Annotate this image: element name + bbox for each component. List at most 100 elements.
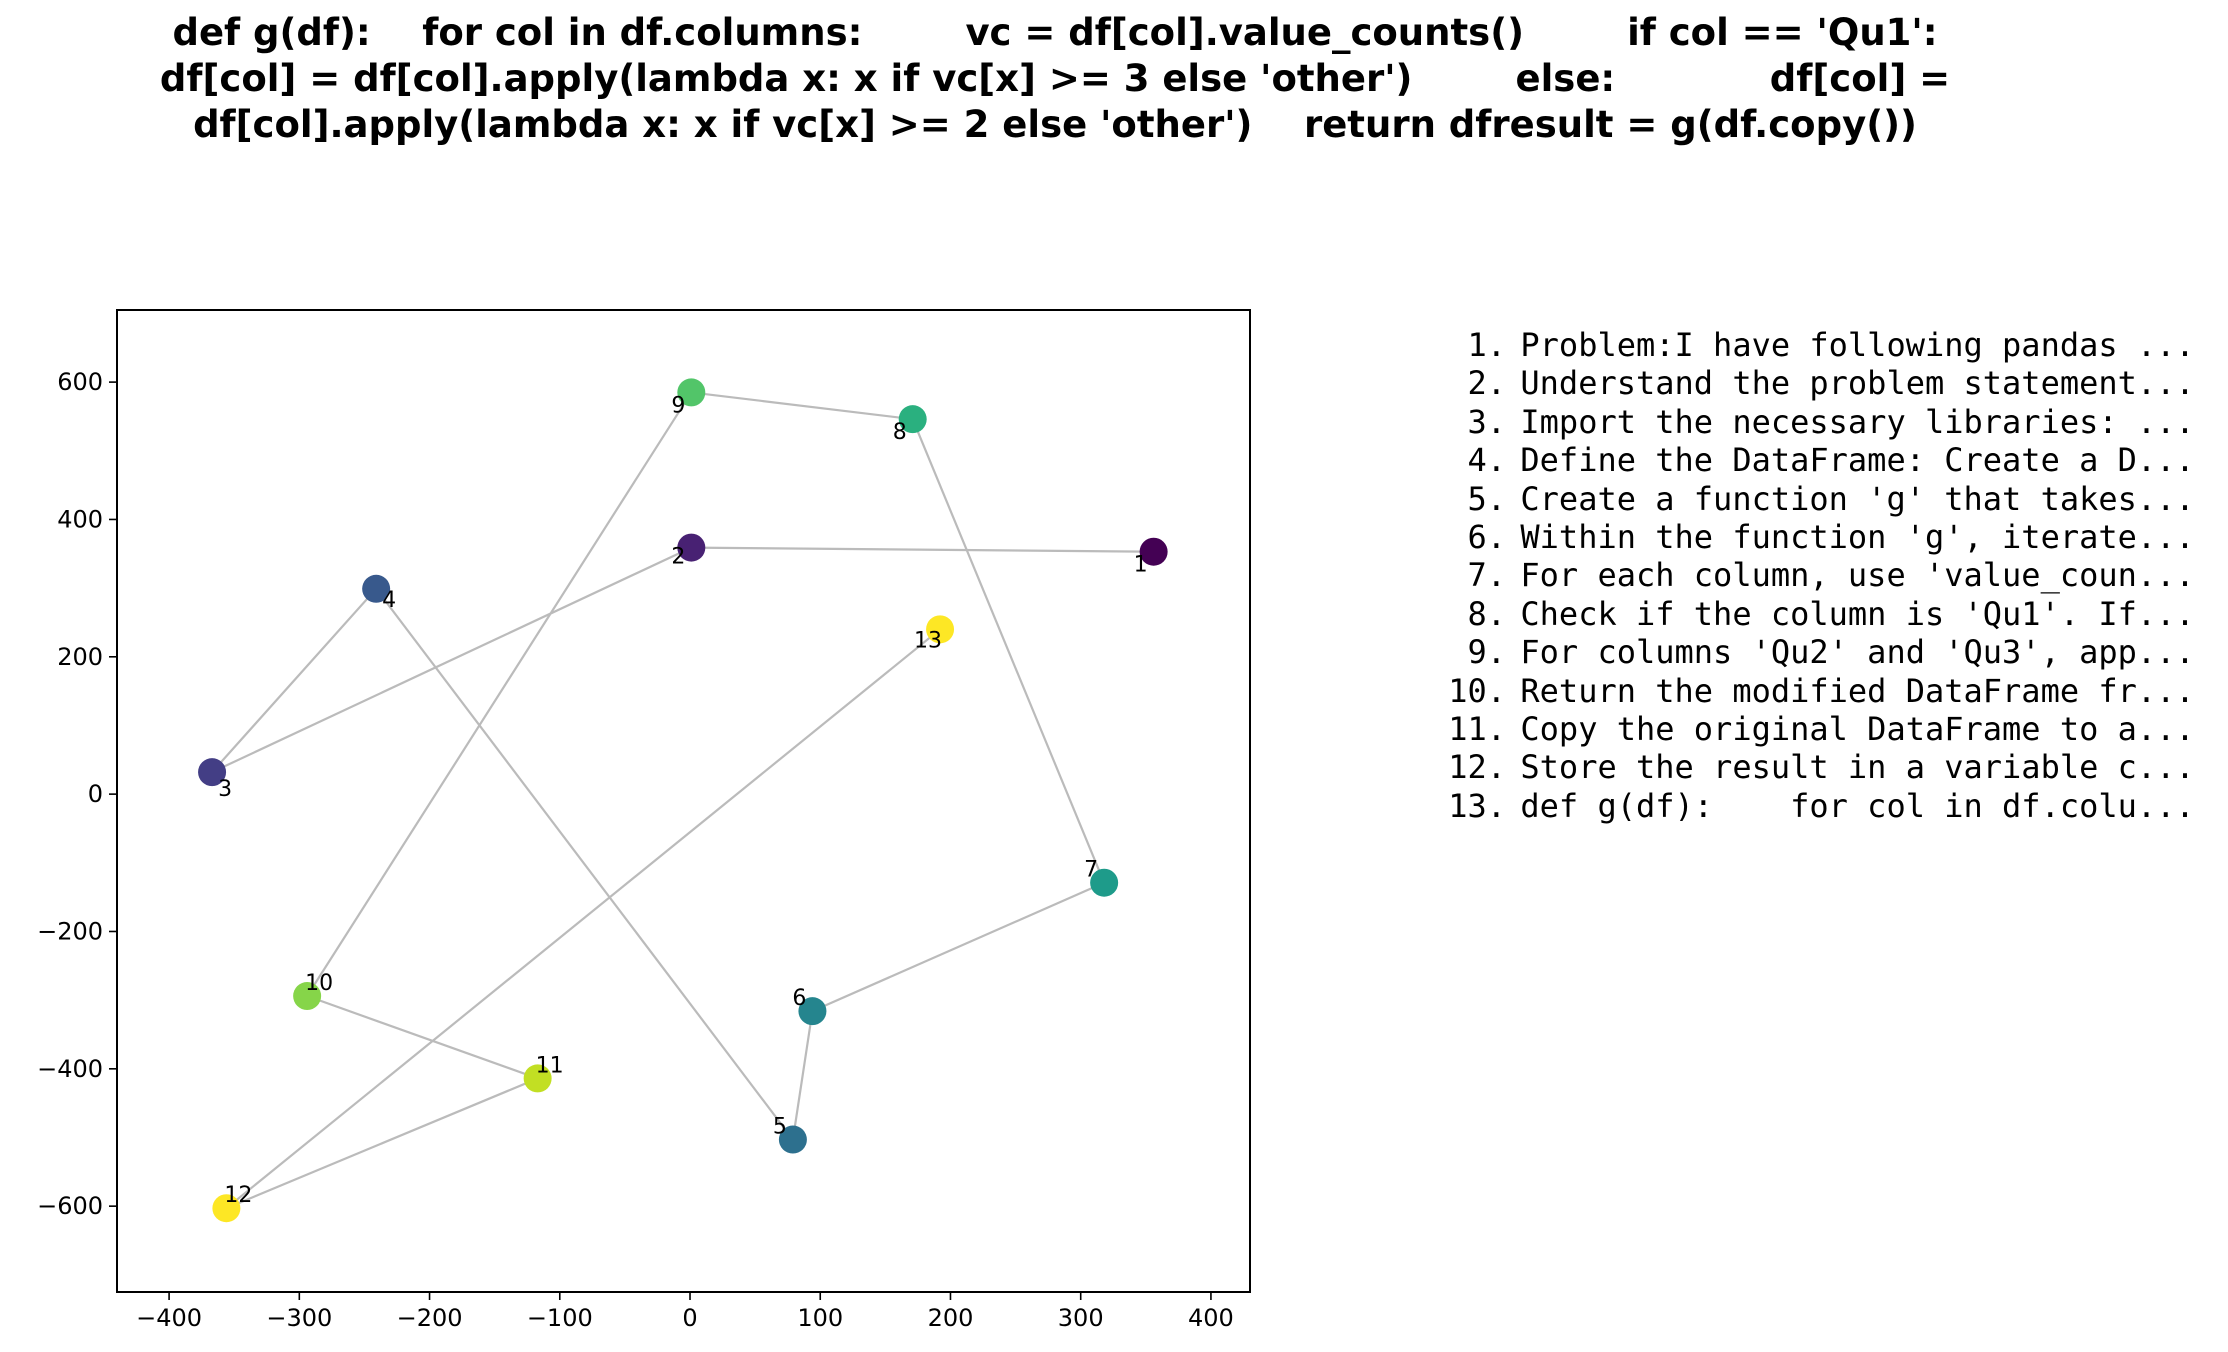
- step-number: 8.: [1467, 594, 1506, 633]
- data-point-5: [778, 1125, 807, 1154]
- connecting-line: [811, 881, 1105, 1013]
- connecting-line: [691, 391, 913, 421]
- plot-frame: [116, 309, 1251, 1293]
- step-text: Store the result in a variable c...: [1520, 748, 2195, 787]
- point-label-13: 13: [914, 628, 942, 653]
- data-point-13: [926, 615, 955, 644]
- step-number: 11.: [1448, 710, 1506, 749]
- step-text: For each column, use 'value_coun...: [1520, 556, 2195, 595]
- connecting-line: [225, 628, 941, 1210]
- data-point-8: [898, 405, 927, 434]
- point-label-9: 9: [671, 393, 685, 418]
- step-list: 1. Problem:I have following pandas ... 2. U…: [1422, 326, 2195, 825]
- data-point-2: [677, 533, 706, 562]
- x-tick-label: 300: [1058, 1304, 1104, 1332]
- y-tick-label: 0: [88, 780, 103, 808]
- step-text: def g(df): for col in df.colu...: [1520, 786, 2195, 825]
- x-tick-label: −400: [136, 1304, 202, 1332]
- data-point-9: [677, 378, 706, 407]
- step-item: 3. Import the necessary libraries: ...: [1422, 402, 2195, 441]
- y-tick-label: −400: [37, 1055, 103, 1083]
- step-number: 7.: [1467, 556, 1506, 595]
- data-points: [198, 378, 1168, 1223]
- x-tick-label: −300: [266, 1304, 332, 1332]
- data-point-3: [198, 758, 227, 787]
- data-point-11: [523, 1064, 552, 1093]
- step-number: 4.: [1467, 441, 1506, 480]
- step-item: 7. For each column, use 'value_coun...: [1422, 556, 2195, 595]
- data-point-6: [798, 997, 827, 1026]
- point-label-11: 11: [536, 1053, 564, 1078]
- connecting-line: [225, 1077, 539, 1210]
- step-number: 13.: [1448, 786, 1506, 825]
- connecting-line: [306, 391, 693, 997]
- step-text: Import the necessary libraries: ...: [1520, 402, 2195, 441]
- y-tick-label: −200: [37, 917, 103, 945]
- step-text: Check if the column is 'Qu1'. If...: [1520, 594, 2195, 633]
- step-item: 9. For columns 'Qu2' and 'Qu3', app...: [1422, 633, 2195, 672]
- step-number: 1.: [1467, 326, 1506, 364]
- step-text: Define the DataFrame: Create a D...: [1520, 441, 2195, 480]
- connecting-line: [911, 418, 1106, 884]
- point-label-4: 4: [382, 588, 396, 613]
- connecting-line: [211, 546, 692, 774]
- data-point-10: [293, 982, 322, 1011]
- x-tick-label: 100: [797, 1304, 843, 1332]
- point-label-7: 7: [1084, 858, 1098, 883]
- x-tick-label: 200: [928, 1304, 974, 1332]
- data-point-4: [362, 574, 391, 603]
- step-item: 5. Create a function 'g' that takes...: [1422, 479, 2195, 518]
- point-label-3: 3: [218, 777, 232, 802]
- point-label-5: 5: [773, 1115, 787, 1140]
- step-item: 11. Copy the original DataFrame to a...: [1422, 710, 2195, 749]
- connecting-line: [791, 1010, 814, 1140]
- step-text: Understand the problem statement...: [1520, 364, 2195, 403]
- connecting-line: [375, 588, 794, 1141]
- chart-title: def g(df): for col in df.columns: vc = d…: [159, 11, 2093, 146]
- step-number: 9.: [1467, 633, 1506, 672]
- step-text: For columns 'Qu2' and 'Qu3', app...: [1520, 633, 2195, 672]
- step-number: 3.: [1467, 402, 1506, 441]
- connecting-line: [306, 994, 539, 1080]
- data-point-7: [1090, 868, 1119, 897]
- step-text: Return the modified DataFrame fr...: [1520, 671, 2195, 710]
- data-point-1: [1139, 537, 1168, 566]
- x-tick-label: 0: [682, 1304, 697, 1332]
- point-label-8: 8: [893, 420, 907, 445]
- x-tick-label: −200: [397, 1304, 463, 1332]
- point-label-2: 2: [671, 545, 685, 570]
- x-tick-label: −100: [527, 1304, 593, 1332]
- step-text: Create a function 'g' that takes...: [1520, 479, 2195, 518]
- y-tick-label: −600: [37, 1192, 103, 1220]
- step-item: 12. Store the result in a variable c...: [1422, 748, 2195, 787]
- step-text: Within the function 'g', iterate...: [1520, 518, 2195, 557]
- step-item: 8. Check if the column is 'Qu1'. If...: [1422, 594, 2195, 633]
- step-text: Problem:I have following pandas ...: [1520, 326, 2195, 364]
- step-item: 2. Understand the problem statement...: [1422, 364, 2195, 403]
- y-axis-ticks: −600 −400 −200 0 200 400 600: [37, 368, 117, 1220]
- x-tick-label: 400: [1188, 1304, 1234, 1332]
- step-item: 13. def g(df): for col in df.colu...: [1422, 786, 2195, 825]
- step-item: 6. Within the function 'g', iterate...: [1422, 518, 2195, 557]
- point-label-1: 1: [1134, 553, 1148, 578]
- step-number: 10.: [1448, 671, 1506, 710]
- point-label-10: 10: [305, 971, 333, 996]
- y-tick-label: 200: [57, 643, 103, 671]
- step-number: 6.: [1467, 518, 1506, 557]
- y-tick-label: 400: [57, 505, 103, 533]
- step-item: 4. Define the DataFrame: Create a D...: [1422, 441, 2195, 480]
- point-label-6: 6: [792, 986, 806, 1011]
- step-number: 2.: [1467, 364, 1506, 403]
- step-text: Copy the original DataFrame to a...: [1520, 710, 2195, 749]
- step-item: 1. Problem:I have following pandas ...: [1422, 326, 2195, 364]
- point-label-12: 12: [224, 1183, 252, 1208]
- y-tick-label: 600: [57, 368, 103, 396]
- connecting-line: [691, 546, 1154, 553]
- connecting-lines: [211, 391, 1154, 1210]
- step-number: 12.: [1448, 748, 1506, 787]
- step-number: 5.: [1467, 479, 1506, 518]
- data-point-12: [212, 1194, 241, 1223]
- x-axis-ticks: −400 −300 −200 −100 0 100 200 300 400: [136, 1292, 1234, 1332]
